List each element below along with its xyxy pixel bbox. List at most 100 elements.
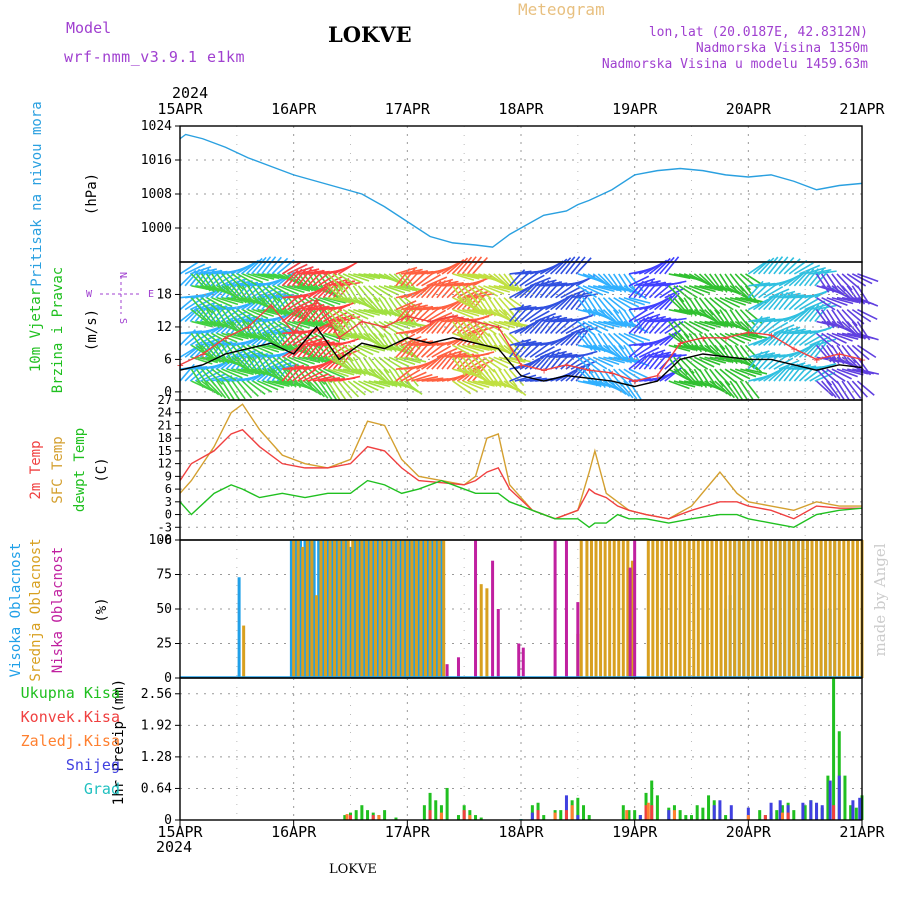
ukupna-kisa-bar	[792, 810, 796, 820]
wind-barb	[403, 273, 418, 293]
y-tick-label: 6	[165, 482, 172, 496]
wind-barb	[809, 336, 831, 347]
wind-barb	[327, 380, 341, 400]
wind-barb	[498, 356, 521, 365]
wind-barb	[851, 344, 870, 361]
wind-barb	[519, 376, 542, 382]
wind-barb	[714, 273, 728, 293]
konvek-kisa-bar	[832, 805, 836, 820]
srednja-oblacnost-bar	[374, 540, 378, 678]
wind-barb	[252, 285, 267, 305]
wind-barb	[195, 368, 210, 388]
x-date-label-top: 20APR	[726, 100, 772, 118]
wind-barb	[457, 285, 472, 304]
wind-barb	[482, 297, 497, 317]
wind-barb	[653, 257, 671, 275]
x-date-label-top: 21APR	[839, 100, 885, 118]
srednja-oblacnost-bar	[579, 540, 583, 678]
wind-barb	[699, 356, 721, 366]
wind-barb	[358, 308, 380, 316]
wind-barb	[451, 257, 469, 275]
x-date-label-bottom: 15APR	[157, 823, 203, 841]
ukupna-kisa-bar	[849, 805, 853, 820]
wind-barb	[514, 374, 537, 382]
wind-barb	[644, 281, 667, 287]
wind-barb	[206, 273, 220, 293]
wind-barb	[466, 256, 483, 275]
wind-barb	[836, 368, 858, 378]
wind-barb	[272, 285, 293, 298]
wind-barb	[462, 321, 477, 340]
wind-barb	[514, 284, 534, 299]
wind-barb	[587, 332, 601, 353]
wind-barb	[799, 264, 821, 275]
wind-barb	[628, 342, 647, 358]
srednja-oblacnost-bar	[355, 540, 359, 678]
wind-barb	[628, 308, 648, 323]
wind-barb	[587, 285, 610, 294]
wind-barb	[560, 286, 581, 299]
speed-line	[179, 325, 863, 388]
wind-barb	[654, 333, 674, 347]
wind-barb	[211, 309, 225, 329]
wind-barb	[393, 308, 413, 324]
wind-barb	[415, 320, 436, 335]
wind-barb	[714, 332, 733, 349]
srednja-oblacnost-bar	[301, 546, 305, 678]
wind-barb	[633, 277, 656, 287]
ukupna-kisa-bar	[559, 810, 563, 820]
wind-barb	[411, 305, 434, 311]
wind-barb	[529, 316, 546, 334]
wind-barb	[383, 356, 404, 370]
wind-barb	[319, 296, 341, 306]
wind-barb	[698, 308, 718, 324]
ukupna-kisa-bar	[530, 805, 534, 820]
ukupna-kisa-bar	[707, 795, 711, 820]
srednja-oblacnost-bar	[755, 540, 759, 678]
srednja-oblacnost-bar	[383, 540, 387, 678]
wind-barb	[582, 356, 601, 372]
y-tick-label: 0.64	[141, 781, 172, 796]
srednja-oblacnost-bar	[824, 540, 828, 678]
wind-barb	[456, 256, 473, 275]
wind-barb	[789, 329, 812, 335]
wind-barb	[262, 356, 277, 376]
wind-barb	[388, 273, 408, 288]
y-tick-label: -6	[158, 533, 172, 547]
srednja-oblacnost-bar	[485, 588, 489, 678]
wind-barb	[643, 351, 659, 370]
wind-barb	[739, 380, 754, 400]
wind-barb	[719, 296, 741, 309]
wind-barb	[226, 320, 245, 336]
wind-barb	[436, 347, 458, 358]
wind-barb	[257, 308, 280, 316]
wind-barb	[457, 308, 480, 317]
wind-barb	[221, 380, 235, 400]
zaledj-kisa-bar	[625, 810, 629, 820]
wind-barb	[488, 356, 509, 369]
wind-barb	[190, 308, 210, 325]
wind-barb	[221, 332, 244, 341]
zaledj-kisa-bar	[746, 815, 750, 820]
y-tick-label: 12	[156, 320, 172, 335]
niska-oblacnost-bar	[576, 602, 580, 678]
wind-barb	[560, 329, 578, 346]
wind-barb	[373, 297, 388, 317]
gust-marker: +	[563, 359, 570, 372]
wind-barb	[252, 380, 273, 393]
wind-barb	[668, 321, 683, 340]
wind-barb	[638, 315, 654, 334]
wind-barb	[231, 356, 250, 372]
snijeg-bar	[858, 797, 862, 820]
station-title: LOKVE	[328, 22, 412, 47]
niska-oblacnost-bar	[445, 664, 449, 678]
srednja-oblacnost-bar	[310, 540, 314, 678]
2m Temp-line	[179, 428, 862, 520]
wind-barb	[373, 356, 390, 374]
wind-barb	[245, 257, 263, 275]
srednja-oblacnost-bar	[678, 540, 682, 678]
wind-barb	[560, 319, 580, 335]
wind-barb	[729, 368, 751, 380]
wind-barb	[508, 380, 527, 396]
wind-barb	[524, 274, 545, 287]
